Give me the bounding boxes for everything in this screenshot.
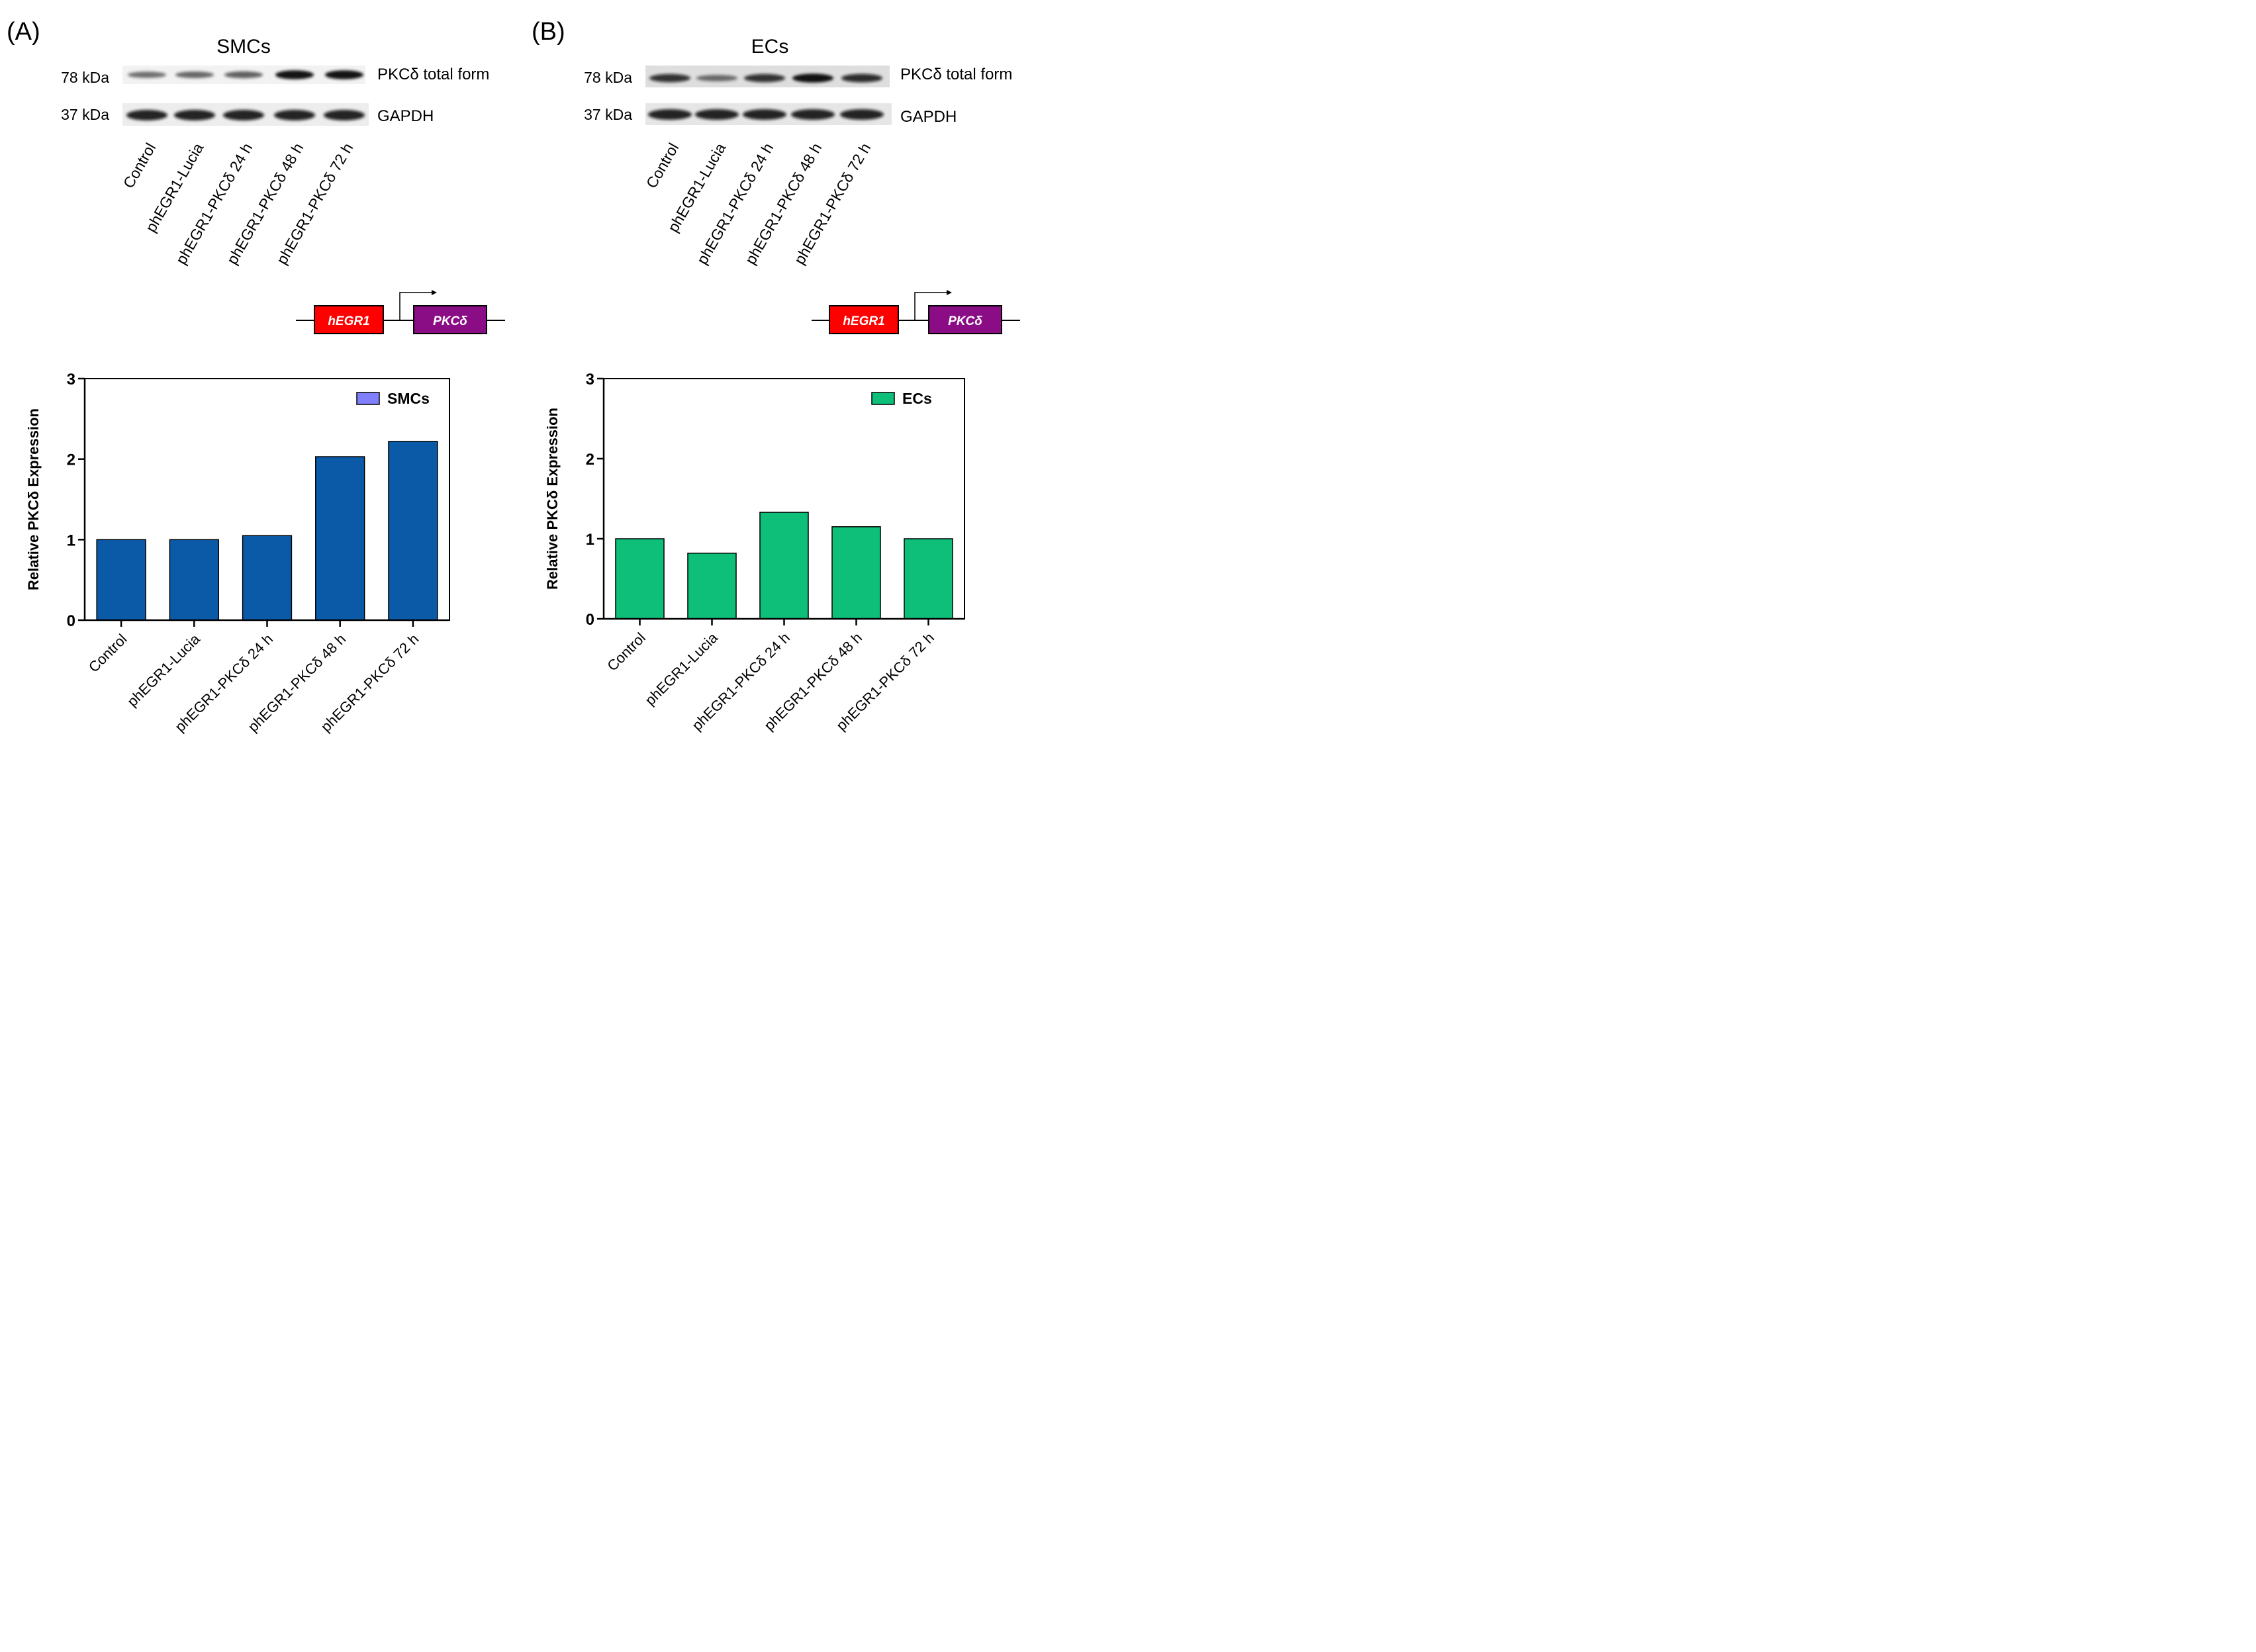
- blot-a-78kda-label: 78 kDa: [61, 69, 109, 86]
- blot-b-pkc-label: PKCδ total form: [900, 66, 1012, 83]
- blot-a-37kda-label: 37 kDa: [61, 106, 109, 123]
- chart-a-legend-swatch: [356, 392, 380, 405]
- chart-a-x-tick-label: Control: [85, 631, 130, 676]
- chart-a-y-tick-label: 3: [67, 371, 75, 389]
- blot-a-gapdh-band: [223, 110, 265, 121]
- panel-b: (B) ECs 78 kDa 37 kDa PKCδ total form GA…: [532, 18, 1021, 734]
- blot-a-gapdh-label: GAPDH: [377, 107, 434, 125]
- panel-a-letter: (A): [7, 18, 40, 46]
- blot-a-pkc-label: PKCδ total form: [377, 66, 489, 83]
- blot-a-pkc-band: [128, 71, 167, 78]
- chart-b-legend-swatch: [871, 392, 895, 405]
- construct-b-gene-box: [928, 305, 1003, 335]
- construct-b-promoter-label: hEGR1: [843, 314, 884, 328]
- chart-b-bar: [904, 538, 953, 620]
- panel-b-title: ECs: [751, 36, 789, 58]
- construct-a-tss-arrow: [399, 292, 432, 321]
- chart-b-x-tick-label: phEGR1-Lucia: [641, 629, 721, 708]
- chart-b-y-axis-label: Relative PKCδ Expression: [544, 408, 561, 590]
- construct-a-promoter-label: hEGR1: [328, 314, 369, 328]
- chart-b-y-tick-label: 2: [586, 451, 594, 469]
- construct-b-gene-label: PKCδ: [948, 314, 982, 328]
- western-blot-ec: 78 kDa 37 kDa PKCδ total form GAPDH Cont…: [584, 66, 1012, 267]
- blot-b-gapdh-label: GAPDH: [900, 108, 957, 126]
- chart-a-bar: [315, 456, 365, 621]
- figure: (A) SMCs 78 kDa 37 kDa PKCδ total form G…: [0, 0, 1035, 758]
- blot-a-pkc-band: [224, 71, 263, 79]
- chart-a-y-axis-label: Relative PKCδ Expression: [25, 408, 42, 590]
- blot-a-pkc-band: [175, 71, 214, 79]
- panel-a: (A) SMCs 78 kDa 37 kDa PKCδ total form G…: [7, 18, 506, 735]
- construct-diagram-b: hEGR1 PKCδ: [812, 290, 1021, 335]
- chart-a-y-tick-label: 1: [67, 531, 75, 549]
- blot-a-pkc-band: [275, 70, 314, 79]
- chart-b-bar: [759, 512, 809, 620]
- chart-b-y-tick-label: 3: [586, 371, 594, 389]
- blot-a-pkc-band: [325, 70, 364, 79]
- construct-a-gene-label: PKCδ: [433, 314, 467, 328]
- construct-diagram-a: hEGR1 PKCδ: [296, 290, 506, 335]
- blot-b-gapdh-band: [840, 109, 884, 120]
- chart-b-bar: [687, 553, 737, 620]
- chart-a-x-tick-label: phEGR1-Lucia: [124, 630, 203, 710]
- blot-b-gapdh-band: [648, 109, 692, 120]
- blot-b-lane-label: Control: [643, 140, 682, 191]
- chart-b-y-tick-label: 0: [586, 611, 594, 629]
- blot-b-37kda-label: 37 kDa: [584, 106, 632, 123]
- blot-b-pkc-band: [744, 73, 786, 83]
- chart-b-x-tick-label: Control: [604, 629, 649, 674]
- chart-a-bar: [388, 441, 438, 621]
- construct-b-tss-arrow: [914, 292, 947, 321]
- blot-a-gapdh-band: [274, 110, 316, 121]
- chart-b-legend-label: ECs: [902, 390, 932, 407]
- blot-b-pkc-band: [792, 73, 834, 83]
- chart-a-bar: [242, 535, 293, 621]
- blot-b-pkc-band: [649, 73, 691, 83]
- construct-a-promoter-box: [314, 305, 385, 335]
- blot-a-gapdh-band: [324, 110, 365, 121]
- chart-a-bar: [96, 539, 146, 621]
- chart-a-legend-label: SMCs: [387, 390, 430, 407]
- blot-b-gapdh-band: [791, 109, 835, 120]
- chart-b-bar: [615, 538, 665, 620]
- blot-a-lane-label: Control: [120, 140, 160, 191]
- blot-b-78kda-label: 78 kDa: [584, 69, 632, 86]
- chart-a-bar: [169, 539, 219, 621]
- chart-b-bar: [831, 526, 881, 620]
- panel-a-title: SMCs: [216, 36, 271, 58]
- chart-b-y-tick-label: 1: [586, 531, 594, 549]
- blot-b-gapdh-band: [743, 109, 787, 120]
- blot-b-pkc-band: [841, 73, 883, 83]
- blot-b-pkc-band: [696, 75, 738, 81]
- construct-b-promoter-box: [829, 305, 900, 335]
- western-blot-smc: 78 kDa 37 kDa PKCδ total form GAPDH Cont…: [61, 66, 489, 267]
- blot-b-gapdh-band: [695, 109, 739, 120]
- chart-a-y-tick-label: 0: [67, 612, 75, 630]
- construct-a-arrowhead: [432, 290, 438, 296]
- blot-a-gapdh-band: [174, 110, 216, 121]
- blot-a-gapdh-band: [126, 110, 168, 121]
- figure-svg: (A) SMCs 78 kDa 37 kDa PKCδ total form G…: [7, 18, 1021, 735]
- construct-b-arrowhead: [947, 290, 953, 296]
- chart-a-y-tick-label: 2: [67, 451, 75, 469]
- construct-a-gene-box: [413, 305, 488, 335]
- panel-b-letter: (B): [532, 18, 565, 46]
